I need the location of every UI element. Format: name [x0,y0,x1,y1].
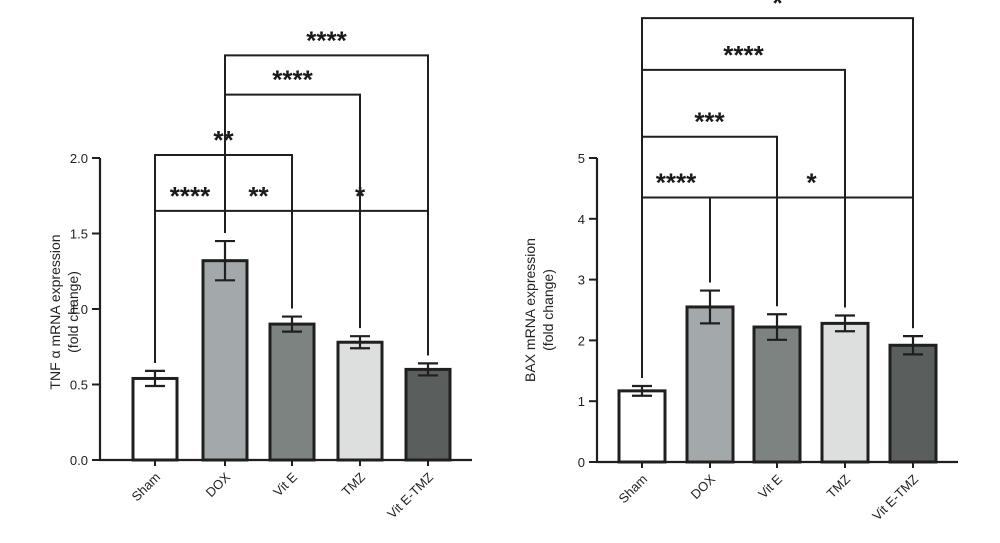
tnf-y-tick-label: 0.5 [70,378,88,393]
bax-significance-label: *** [694,107,725,137]
tnf-bar-tmz [336,340,384,462]
bax-significance-label: **** [723,40,764,70]
tnf-bar-vit-e [268,322,316,462]
bax-significance-label: * [806,168,817,198]
bax-category-label: TMZ [824,471,854,501]
bax-significance-bracket [641,68,846,378]
tnf-category-label: Vit E-TMZ [384,469,436,521]
tnf-significance-bracket [224,54,429,356]
bax-bar-dox [685,305,735,464]
tnf-category-label: Sham [128,470,163,505]
tnf-significance-label: **** [170,181,211,211]
bax-bar-sham [617,389,667,464]
bax-category-label: Sham [615,472,650,507]
tnf-category-label: DOX [203,469,234,500]
bax-bar-vit-e [752,325,802,464]
tnf-y-axis-title: TNF α mRNA expression [47,234,63,389]
tnf-bar-vit-e-tmz [404,367,452,462]
tnf-category-label: TMZ [339,469,369,499]
bax-y-tick-label: 5 [578,151,585,166]
bax-category-label: Vit E-TMZ [869,471,921,523]
bax-y-tick-label: 3 [578,273,585,288]
bax-bar-vit-e-tmz [888,343,938,464]
tnf-bar-dox [201,259,249,462]
bax-significance-bracket [641,17,914,378]
bax-y-tick-label: 1 [578,394,585,409]
tnf-significance-label: **** [306,25,347,55]
tnf-y-tick-label: 1.5 [70,227,88,242]
tnf-significance-label: **** [272,65,313,95]
tnf-y-axis-title: (fold change) [65,271,81,353]
tnf-significance-bracket [154,153,293,363]
bax-y-axis-title: BAX mRNA expression [522,238,538,382]
tnf-bar-sham [131,376,179,462]
tnf-significance-label: ** [248,181,269,211]
bax-significance-bracket [709,196,914,329]
bax-significance-label: **** [656,168,697,198]
bax-significance-label: * [772,0,783,18]
bax-category-label: Vit E [755,471,785,501]
bax-y-tick-label: 4 [578,212,585,227]
tnf-y-tick-label: 0.0 [70,453,88,468]
bax-y-axis-title: (fold change) [540,269,556,351]
bax-y-tick-label: 0 [578,455,585,470]
bax-category-label: DOX [688,471,719,502]
bax-bar-tmz [820,321,870,464]
tnf-y-tick-label: 2.0 [70,151,88,166]
tnf-category-label: Vit E [270,469,300,499]
tnf-significance-label: ** [213,125,234,155]
tnf-y-tick-label: 1.0 [70,302,88,317]
bax-y-tick-label: 2 [578,333,585,348]
